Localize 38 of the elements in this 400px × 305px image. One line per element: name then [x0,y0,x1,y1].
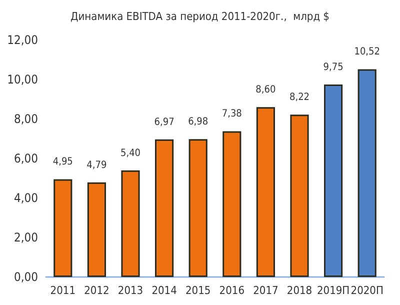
x-tick-label: 2015 [186,284,211,297]
y-tick-label: 12,00 [7,33,38,47]
x-tick-label: 2017 [253,284,278,297]
x-tick-label: 2020П [350,284,384,297]
data-label: 9,75 [323,62,344,73]
y-tick-label: 0,00 [14,270,38,284]
bar [155,139,174,277]
bar [290,114,309,277]
x-tick-label: 2014 [152,284,177,297]
bar [256,107,275,277]
x-tick-label: 2013 [118,284,144,297]
data-label: 8,60 [256,84,276,96]
y-tick-label: 10,00 [7,72,38,86]
data-label: 4,95 [52,156,73,168]
bar [87,182,106,277]
x-tick-label: 2018 [286,284,312,297]
bar [222,131,242,277]
bar [54,179,72,277]
x-tick-label: 2016 [219,284,244,297]
bar [358,69,376,277]
chart-title: Динамика EBITDA за период 2011-2020г., млрд $ [70,10,330,23]
y-tick-label: 2,00 [14,230,38,244]
y-tick-label: 6,00 [14,152,38,166]
x-tick-label: 2012 [84,284,110,297]
data-label: 10,52 [354,46,380,58]
data-label: 6,98 [188,116,208,128]
data-label: 5,40 [120,148,141,159]
y-tick-label: 8,00 [14,112,38,126]
data-label: 4,79 [86,160,107,171]
bar [324,84,343,277]
data-label: 6,97 [154,116,174,128]
x-tick-label: 2011 [50,284,76,297]
bar [121,170,140,277]
y-tick-label: 4,00 [14,191,38,205]
data-label: 8,22 [289,92,310,104]
data-label: 7,38 [222,108,242,120]
bar [188,139,208,277]
x-tick-label: 2019П [316,284,350,297]
